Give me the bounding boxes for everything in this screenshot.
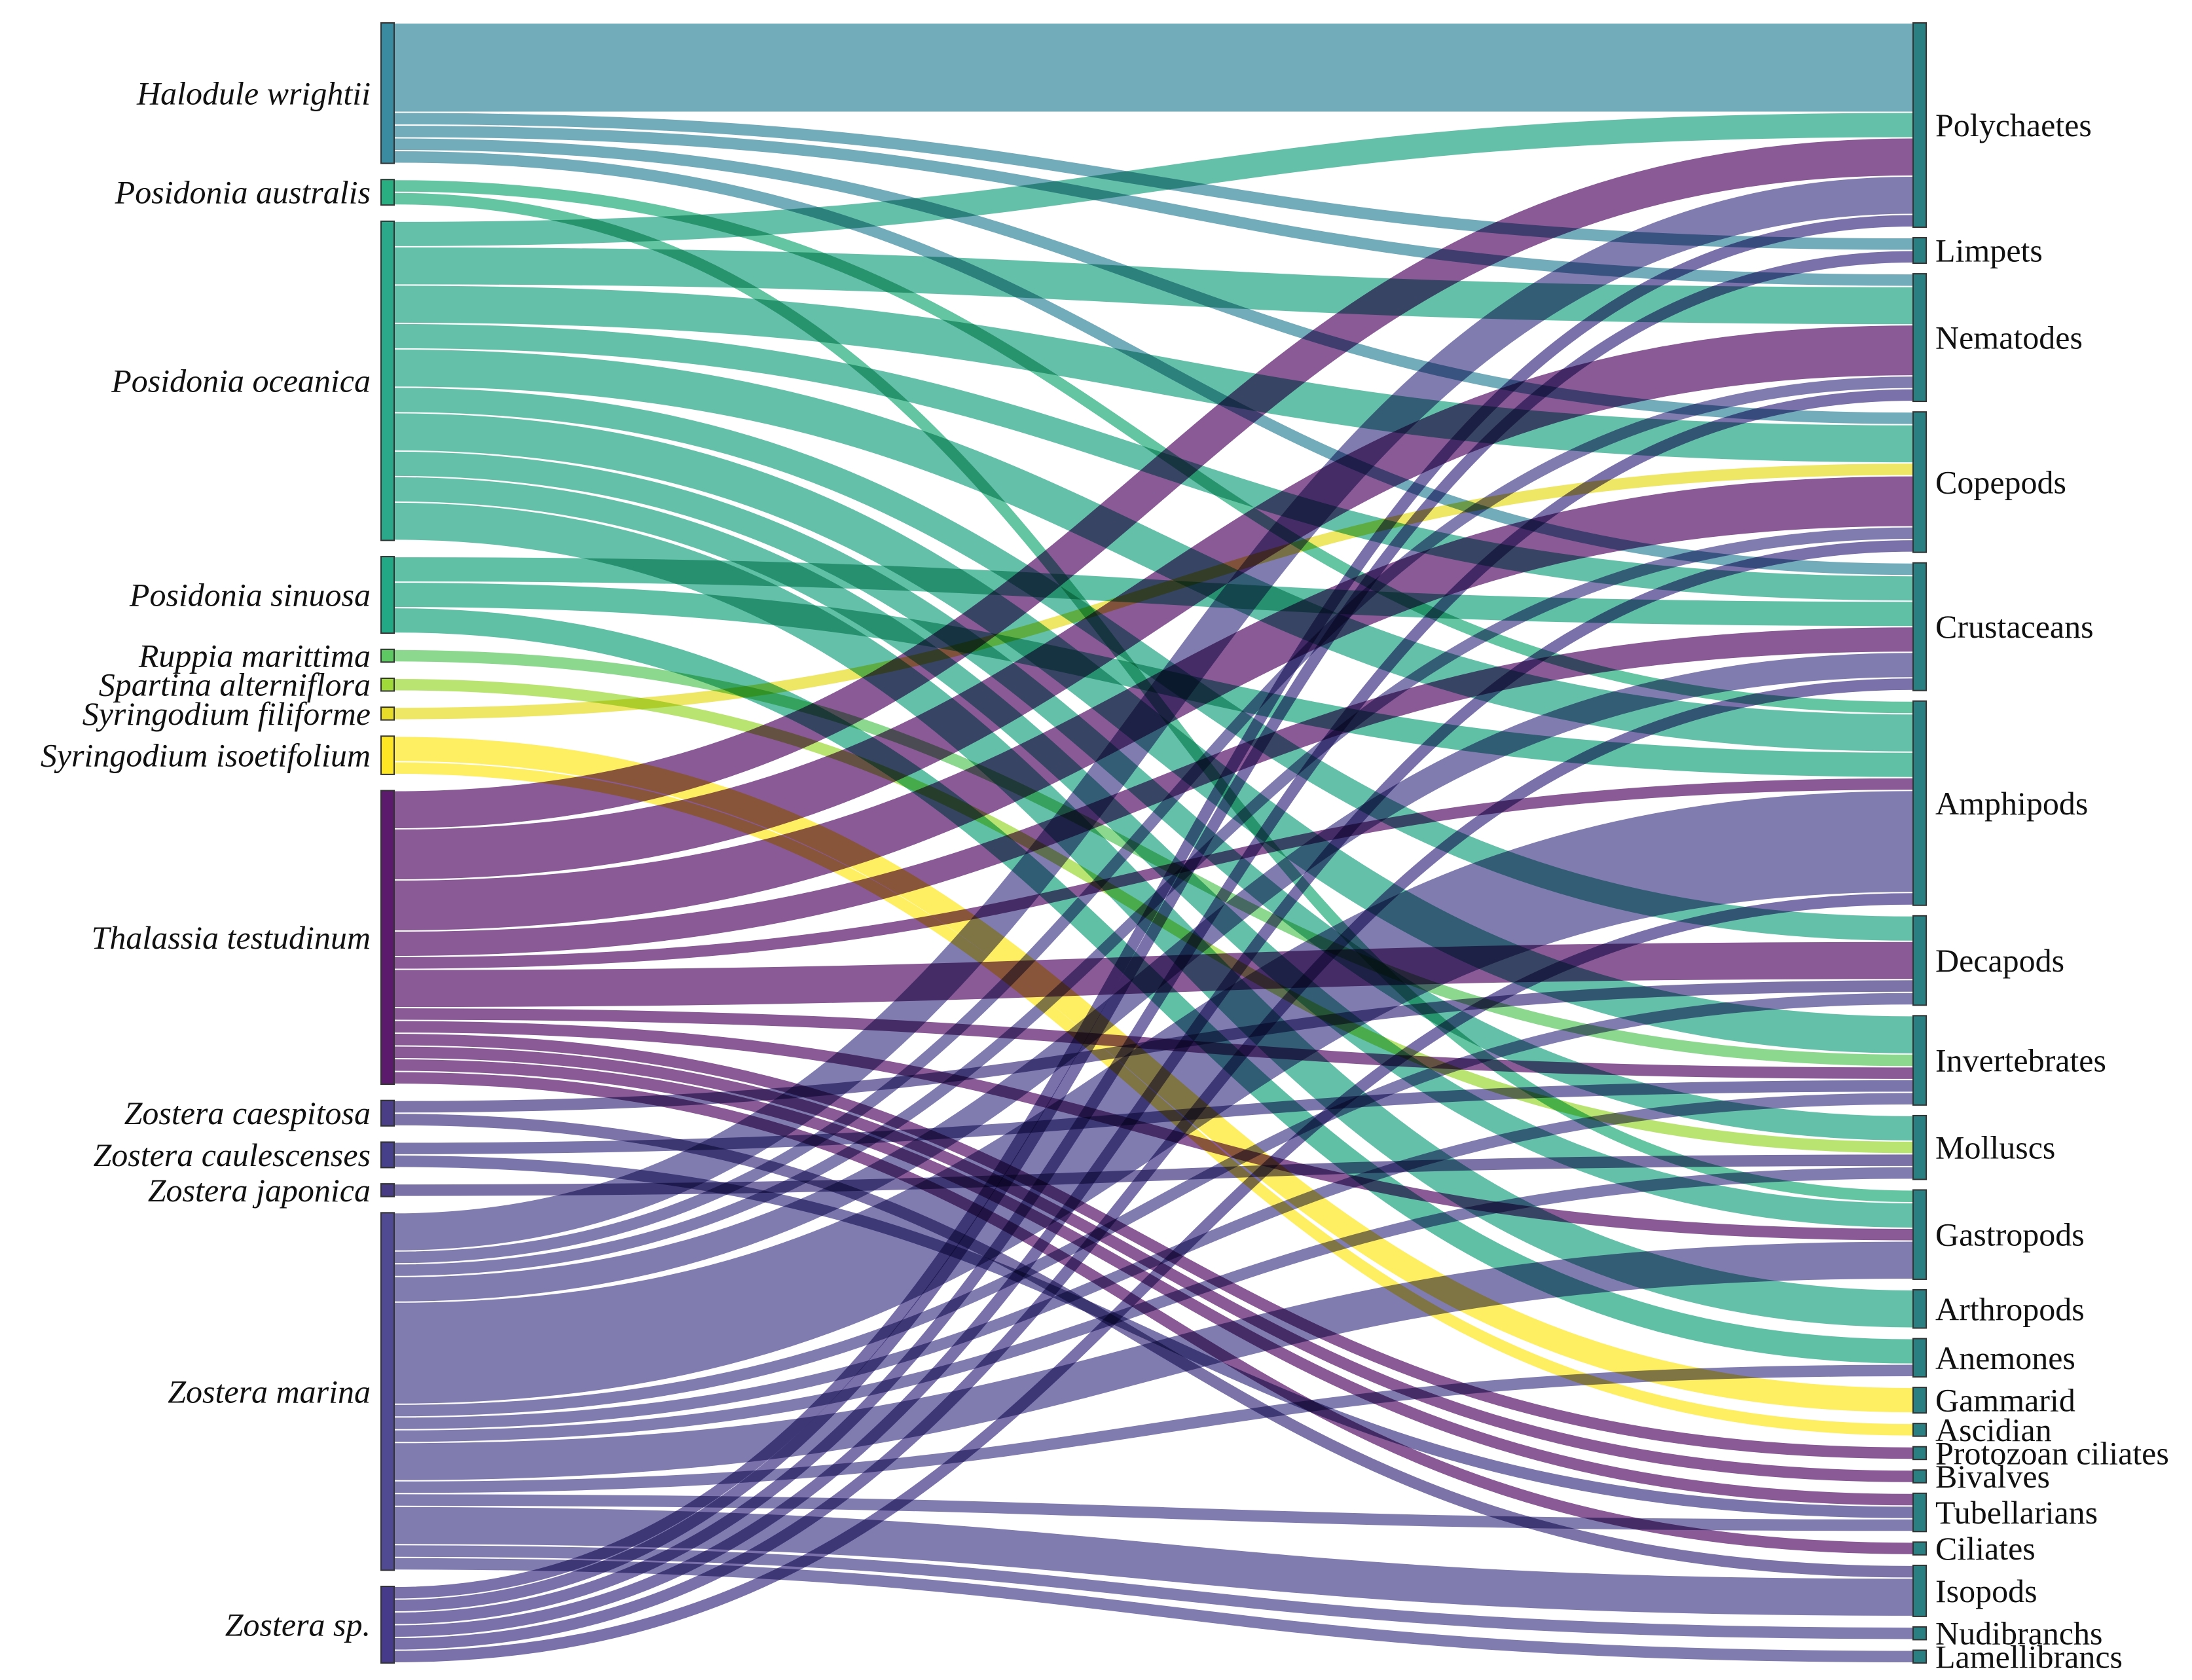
target-node-invertebrates [1912, 1015, 1927, 1106]
source-label-syringodium-filiforme: Syringodium filiforme [82, 695, 371, 732]
source-label-zostera-marina: Zostera marina [168, 1373, 371, 1410]
flow-thalassia-testudinum-to-nematodes [393, 325, 1914, 880]
target-label-isopods: Isopods [1935, 1573, 2037, 1609]
source-label-zostera-sp: Zostera sp. [225, 1607, 371, 1643]
source-node-posidonia-sinuosa [380, 556, 395, 634]
flow-zostera-marina-to-decapods [393, 993, 1914, 1417]
flow-zostera-marina-to-molluscs [393, 1167, 1914, 1442]
target-node-amphipods [1912, 700, 1927, 906]
flow-zostera-japonica-to-molluscs [393, 1154, 1914, 1196]
target-node-nematodes [1912, 273, 1927, 403]
source-label-ruppia-marittima: Ruppia marittima [138, 638, 371, 674]
target-label-copepods: Copepods [1935, 464, 2066, 500]
target-node-isopods [1912, 1564, 1927, 1617]
source-node-zostera-caulescenses [380, 1141, 395, 1169]
target-label-decapods: Decapods [1935, 942, 2064, 979]
target-node-copepods [1912, 411, 1927, 553]
flow-zostera-sp-to-limpets [393, 251, 1914, 1611]
source-node-zostera-caespitosa [380, 1099, 395, 1127]
target-node-ascidian [1912, 1423, 1927, 1437]
source-label-zostera-japonica: Zostera japonica [148, 1172, 371, 1209]
flow-thalassia-testudinum-to-crustaceans [393, 627, 1914, 957]
source-label-posidonia-sinuosa: Posidonia sinuosa [129, 577, 371, 613]
target-node-protozoan-ciliates [1912, 1446, 1927, 1461]
target-label-protozoan-ciliates: Protozoan ciliates [1935, 1434, 2169, 1471]
flow-zostera-marina-to-anemones [393, 1364, 1914, 1493]
flow-zostera-marina-to-gastropods [393, 1241, 1914, 1480]
target-node-polychaetes [1912, 22, 1927, 228]
target-label-nematodes: Nematodes [1935, 320, 2083, 356]
source-label-thalassia-testudinum: Thalassia testudinum [92, 919, 371, 956]
source-label-zostera-caulescenses: Zostera caulescenses [93, 1137, 371, 1173]
flow-thalassia-testudinum-to-protozoan-ciliates [393, 1034, 1914, 1459]
target-label-nudibranchs: Nudibranchs [1935, 1615, 2103, 1652]
target-label-crustaceans: Crustaceans [1935, 608, 2094, 645]
target-node-gammarid [1912, 1387, 1927, 1414]
target-label-ciliates: Ciliates [1935, 1530, 2036, 1567]
source-node-ruppia-marittima [380, 648, 395, 663]
sankey-nodes [380, 22, 1927, 1664]
target-label-tubellarians: Tubellarians [1935, 1494, 2098, 1531]
target-label-gammarid: Gammarid [1935, 1382, 2075, 1419]
target-label-molluscs: Molluscs [1935, 1129, 2055, 1166]
target-label-gastropods: Gastropods [1935, 1216, 2085, 1253]
target-node-lamellibrancs [1912, 1649, 1927, 1664]
target-label-bivalves: Bivalves [1935, 1458, 2050, 1495]
source-node-syringodium-filiforme [380, 706, 395, 721]
target-label-arthropods: Arthropods [1935, 1290, 2085, 1327]
target-label-polychaetes: Polychaetes [1935, 107, 2092, 143]
source-label-halodule-wrightii: Halodule wrightii [136, 75, 371, 111]
target-node-tubellarians [1912, 1492, 1927, 1533]
flow-zostera-marina-to-invertebrates [393, 1093, 1914, 1429]
flow-zostera-marina-to-polychaetes [393, 177, 1914, 1251]
flow-zostera-marina-to-lamellibrancs [393, 1558, 1914, 1662]
flow-zostera-marina-to-isopods [393, 1507, 1914, 1616]
target-node-ciliates [1912, 1541, 1927, 1556]
source-node-zostera-marina [380, 1212, 395, 1571]
target-label-ascidian: Ascidian [1935, 1412, 2052, 1448]
source-label-spartina-alterniflora: Spartina alterniflora [99, 667, 371, 703]
target-label-anemones: Anemones [1935, 1340, 2075, 1376]
target-node-decapods [1912, 915, 1927, 1006]
target-node-anemones [1912, 1338, 1927, 1378]
sankey-links [393, 23, 1914, 1662]
target-node-bivalves [1912, 1469, 1927, 1484]
source-label-posidonia-oceanica: Posidonia oceanica [111, 363, 371, 399]
flow-zostera-sp-to-polychaetes [393, 215, 1914, 1599]
target-node-molluscs [1912, 1114, 1927, 1180]
source-node-zostera-sp [380, 1586, 395, 1664]
source-label-posidonia-australis: Posidonia australis [115, 174, 371, 211]
source-node-posidonia-oceanica [380, 220, 395, 541]
source-node-zostera-japonica [380, 1183, 395, 1197]
target-node-crustaceans [1912, 562, 1927, 691]
target-label-limpets: Limpets [1935, 232, 2043, 269]
sankey-labels: Halodule wrightii Posidonia australis Posi… [41, 75, 2169, 1675]
flow-zostera-marina-to-crustaceans [393, 653, 1914, 1302]
flow-zostera-sp-to-nematodes [393, 389, 1914, 1624]
flow-zostera-marina-to-nematodes [393, 376, 1914, 1264]
flow-zostera-sp-to-crustaceans [393, 678, 1914, 1650]
flow-zostera-sp-to-copepods [393, 540, 1914, 1637]
source-node-thalassia-testudinum [380, 790, 395, 1086]
flow-thalassia-testudinum-to-amphipods [393, 778, 1914, 969]
source-node-syringodium-isoetifolium [380, 735, 395, 775]
flow-zostera-sp-to-amphipods [393, 893, 1914, 1662]
source-label-syringodium-isoetifolium: Syringodium isoetifolium [41, 737, 371, 774]
target-node-nudibranchs [1912, 1626, 1927, 1641]
source-node-halodule-wrightii [380, 22, 395, 164]
target-label-invertebrates: Invertebrates [1935, 1042, 2106, 1079]
target-node-arthropods [1912, 1289, 1927, 1329]
source-label-zostera-caespitosa: Zostera caespitosa [124, 1095, 371, 1131]
source-node-posidonia-australis [380, 179, 395, 206]
target-node-gastropods [1912, 1189, 1927, 1280]
target-node-limpets [1912, 237, 1927, 265]
target-label-lamellibrancs: Lamellibrancs [1935, 1638, 2123, 1675]
source-node-spartina-alterniflora [380, 677, 395, 692]
flow-posidonia-oceanica-to-polychaetes [393, 113, 1914, 246]
flow-thalassia-testudinum-to-polychaetes [393, 138, 1914, 829]
target-label-amphipods: Amphipods [1935, 785, 2088, 822]
flow-ruppia-marittima-to-invertebrates [393, 649, 1914, 1067]
